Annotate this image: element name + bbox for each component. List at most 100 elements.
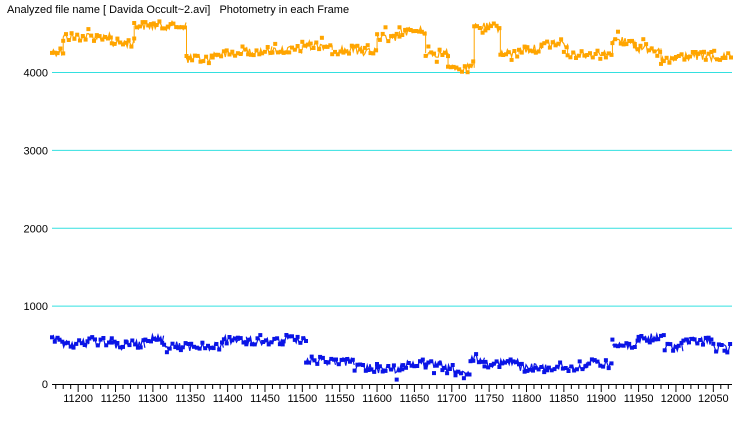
series-0-point bbox=[177, 25, 181, 30]
series-0-point bbox=[278, 49, 283, 54]
series-0-point bbox=[83, 37, 88, 42]
series-0-point bbox=[295, 44, 300, 48]
series-0-point bbox=[582, 53, 587, 58]
series-1-point bbox=[689, 336, 694, 341]
series-1-point bbox=[244, 340, 249, 345]
series-0-point bbox=[338, 49, 343, 54]
series-0-point bbox=[311, 46, 316, 50]
series-1-point bbox=[211, 346, 216, 351]
series-1-point bbox=[249, 342, 254, 347]
series-1-point bbox=[104, 343, 109, 348]
series-1-point bbox=[334, 357, 338, 362]
series-0-point bbox=[446, 54, 450, 59]
series-0-point bbox=[429, 50, 434, 55]
series-0-point bbox=[377, 37, 382, 42]
series-1-point bbox=[505, 359, 510, 364]
series-1-point bbox=[613, 343, 618, 348]
series-1-point bbox=[375, 365, 380, 370]
series-0-point bbox=[606, 51, 611, 56]
series-0-point bbox=[646, 48, 651, 53]
series-1-point bbox=[82, 343, 87, 347]
series-0-point bbox=[344, 49, 349, 54]
series-0-point bbox=[638, 43, 643, 48]
series-0-point bbox=[664, 55, 669, 60]
series-0-point bbox=[706, 51, 711, 56]
series-0-point bbox=[709, 50, 714, 54]
series-1-point bbox=[601, 364, 606, 369]
series-0-point bbox=[129, 44, 134, 49]
series-0-point bbox=[330, 52, 335, 57]
series-0-point bbox=[632, 44, 637, 49]
series-1-point bbox=[609, 361, 614, 366]
series-1-point bbox=[275, 336, 280, 341]
series-0-point bbox=[368, 51, 373, 56]
series-0-point bbox=[358, 47, 363, 52]
series-1-point bbox=[447, 367, 452, 371]
series-1-point bbox=[203, 346, 208, 351]
series-0-point bbox=[426, 44, 431, 49]
series-1-point bbox=[194, 345, 199, 350]
series-0-point bbox=[352, 44, 357, 49]
series-0-point bbox=[221, 49, 226, 54]
series-0-point bbox=[702, 49, 706, 54]
series-0-point bbox=[588, 51, 592, 56]
series-0-point bbox=[655, 53, 660, 58]
series-1-point bbox=[404, 365, 408, 370]
series-1-point bbox=[525, 368, 530, 373]
series-1-point bbox=[109, 336, 114, 341]
series-1-point bbox=[434, 363, 439, 368]
series-0-point bbox=[613, 37, 618, 42]
series-1-point bbox=[339, 357, 344, 362]
series-0-point bbox=[195, 53, 200, 58]
series-1-point bbox=[394, 377, 399, 382]
series-1-point bbox=[85, 339, 90, 344]
x-tick-label-11850: 11850 bbox=[549, 393, 579, 405]
series-1-point bbox=[722, 348, 727, 353]
series-1-point bbox=[482, 364, 487, 369]
series-0-point bbox=[659, 61, 663, 66]
series-1-point bbox=[645, 338, 649, 343]
series-1-point bbox=[514, 360, 519, 365]
series-layer bbox=[50, 19, 733, 382]
series-0-point bbox=[61, 38, 66, 43]
series-0-point bbox=[317, 47, 322, 52]
series-0-point bbox=[457, 67, 462, 72]
series-0-point bbox=[251, 53, 256, 58]
series-1-point bbox=[290, 334, 294, 339]
series-0-point bbox=[726, 51, 731, 56]
series-0-point bbox=[265, 45, 270, 49]
series-1-point bbox=[409, 363, 414, 368]
series-0-point bbox=[55, 51, 60, 56]
chart-title: Analyzed file name [ Davida Occult~2.avi… bbox=[7, 4, 350, 16]
series-0-point bbox=[506, 50, 511, 55]
series-0-point bbox=[328, 43, 333, 48]
x-tick-label-11350: 11350 bbox=[175, 393, 205, 405]
x-tick-label-11250: 11250 bbox=[101, 393, 131, 405]
series-1-point bbox=[511, 359, 516, 364]
series-0-point bbox=[649, 46, 654, 51]
y-axis: 0 1000 2000 3000 4000 bbox=[24, 68, 48, 391]
series-1-point bbox=[227, 335, 232, 339]
series-1-point bbox=[459, 371, 464, 376]
series-1-point bbox=[681, 338, 686, 343]
series-1-point bbox=[542, 370, 547, 375]
series-0-point bbox=[355, 43, 360, 48]
series-1-point bbox=[101, 336, 106, 340]
series-1-point bbox=[580, 367, 585, 372]
series-0-point bbox=[561, 49, 566, 54]
series-0-point bbox=[314, 40, 319, 45]
series-0-point bbox=[112, 41, 117, 46]
series-1-point bbox=[124, 340, 129, 345]
series-0-point bbox=[389, 34, 394, 39]
series-0-point bbox=[89, 33, 94, 38]
series-1-point bbox=[412, 364, 417, 369]
series-0-point bbox=[598, 56, 603, 61]
series-1-point bbox=[238, 336, 243, 341]
series-1-point bbox=[133, 342, 138, 347]
series-1-point bbox=[432, 371, 436, 376]
series-0-point bbox=[240, 44, 245, 49]
series-1-point bbox=[549, 368, 554, 373]
series-0-point bbox=[565, 53, 570, 58]
series-1-point bbox=[661, 333, 666, 338]
